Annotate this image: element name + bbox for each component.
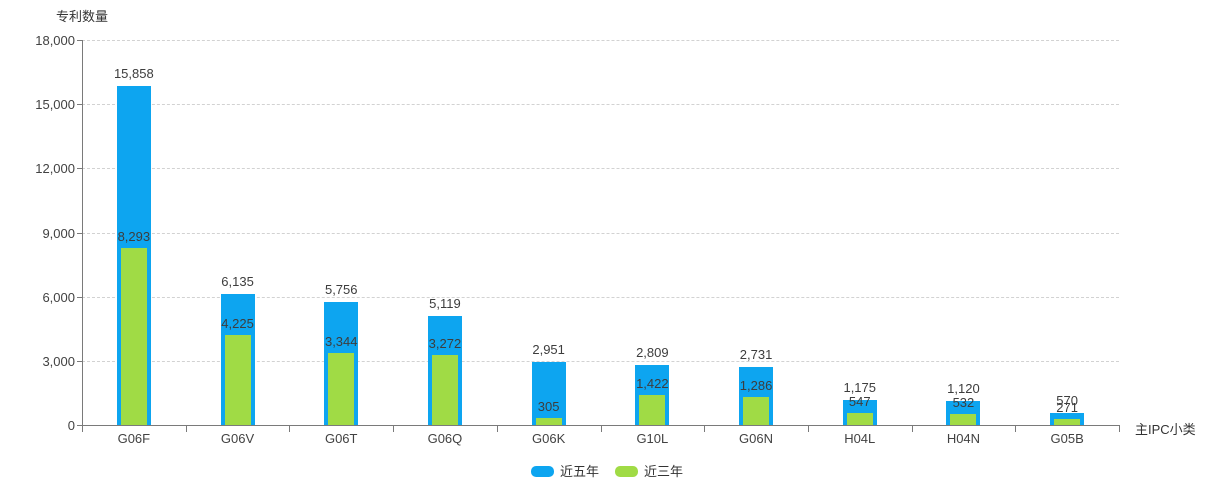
gridline-15000 xyxy=(82,104,1119,106)
x-category-label-g06v: G06V xyxy=(220,431,255,446)
bar-last-three-years-g05b[interactable] xyxy=(1054,419,1081,425)
x-axis-tick xyxy=(393,426,395,432)
value-label-last-five-years-g05b: 570 xyxy=(1056,392,1078,408)
x-category-label-g06k: G06K xyxy=(532,431,566,446)
gridline-6000 xyxy=(82,296,1119,298)
y-tick-label-6000: 6,000 xyxy=(42,289,75,305)
bar-last-three-years-h04l[interactable] xyxy=(846,413,873,425)
bar-last-three-years-g06v[interactable] xyxy=(224,334,251,425)
x-axis-line xyxy=(82,425,1120,426)
x-axis-tick xyxy=(600,426,602,432)
value-label-last-five-years-h04n: 1,120 xyxy=(947,381,980,397)
y-tick-label-12000: 12,000 xyxy=(35,161,75,177)
y-axis-tick xyxy=(77,360,82,362)
x-axis-title: 主IPC小类 xyxy=(1135,422,1196,437)
legend-swatch-icon xyxy=(615,466,638,477)
x-category-label-g06q: G06Q xyxy=(427,431,463,446)
gridline-3000 xyxy=(82,360,1119,362)
bar-last-three-years-h04n[interactable] xyxy=(950,413,977,425)
x-axis-tick xyxy=(496,426,498,432)
y-axis-line xyxy=(82,40,83,425)
value-label-last-five-years-g06n: 2,731 xyxy=(739,346,773,362)
value-label-last-five-years-g10l: 2,809 xyxy=(636,344,669,360)
x-category-label-g06f: G06F xyxy=(117,431,151,446)
y-tick-label-15000: 15,000 xyxy=(35,97,75,113)
x-axis-tick xyxy=(807,426,809,432)
value-label-last-five-years-h04l: 1,175 xyxy=(843,379,877,395)
value-label-last-five-years-g06t: 5,756 xyxy=(324,281,358,297)
x-axis-tick xyxy=(82,426,83,432)
value-label-last-five-years-g06k: 2,951 xyxy=(532,341,565,357)
x-axis-tick xyxy=(1015,426,1017,432)
x-axis-tick xyxy=(289,426,291,432)
bar-last-three-years-g06q[interactable] xyxy=(431,355,458,425)
y-axis-tick xyxy=(77,40,82,41)
bar-last-three-years-g06t[interactable] xyxy=(328,353,355,425)
legend-label: 近三年 xyxy=(644,464,684,479)
y-axis-tick xyxy=(77,425,82,426)
y-tick-label-3000: 3,000 xyxy=(42,353,75,369)
y-axis-tick xyxy=(77,232,82,234)
bar-last-five-years-g06k[interactable] xyxy=(531,361,566,425)
x-axis-tick xyxy=(185,426,187,432)
legend-swatch-icon xyxy=(530,466,554,477)
y-tick-label-18000: 18,000 xyxy=(35,33,75,48)
y-axis-tick xyxy=(77,296,82,298)
bar-last-three-years-g06k[interactable] xyxy=(535,418,562,425)
y-axis-tick xyxy=(77,104,82,106)
x-category-label-g06n: G06N xyxy=(739,431,774,446)
x-category-label-g06t: G06T xyxy=(324,431,358,446)
bar-last-three-years-g06f[interactable] xyxy=(120,247,147,425)
x-axis-tick xyxy=(704,426,706,432)
legend-item-last-three-years[interactable]: 近三年 xyxy=(615,464,683,479)
value-label-last-five-years-g06f: 15,858 xyxy=(113,65,154,81)
x-category-label-h04l: H04L xyxy=(844,431,876,446)
y-tick-label-9000: 9,000 xyxy=(42,225,75,241)
gridline-12000 xyxy=(82,168,1119,170)
x-category-label-g05b: G05B xyxy=(1050,431,1084,446)
legend-label: 近五年 xyxy=(559,464,599,479)
x-category-label-h04n: H04N xyxy=(946,431,981,446)
bar-last-three-years-g10l[interactable] xyxy=(639,394,666,425)
y-tick-label-0: 0 xyxy=(67,418,75,433)
x-axis-tick xyxy=(911,426,913,432)
legend: 近五年 近三年 xyxy=(0,464,1214,479)
x-axis-tick xyxy=(1119,426,1120,432)
x-category-label-g10l: G10L xyxy=(636,431,669,446)
value-label-last-five-years-g06v: 6,135 xyxy=(221,273,254,289)
gridline-18000 xyxy=(82,40,1119,41)
value-label-last-five-years-g06q: 5,119 xyxy=(429,295,461,311)
gridline-9000 xyxy=(82,232,1119,234)
bar-last-three-years-g06n[interactable] xyxy=(743,397,770,425)
y-axis-tick xyxy=(77,168,82,170)
legend-item-last-five-years[interactable]: 近五年 xyxy=(530,464,599,479)
y-axis-title: 专利数量 xyxy=(56,9,109,24)
